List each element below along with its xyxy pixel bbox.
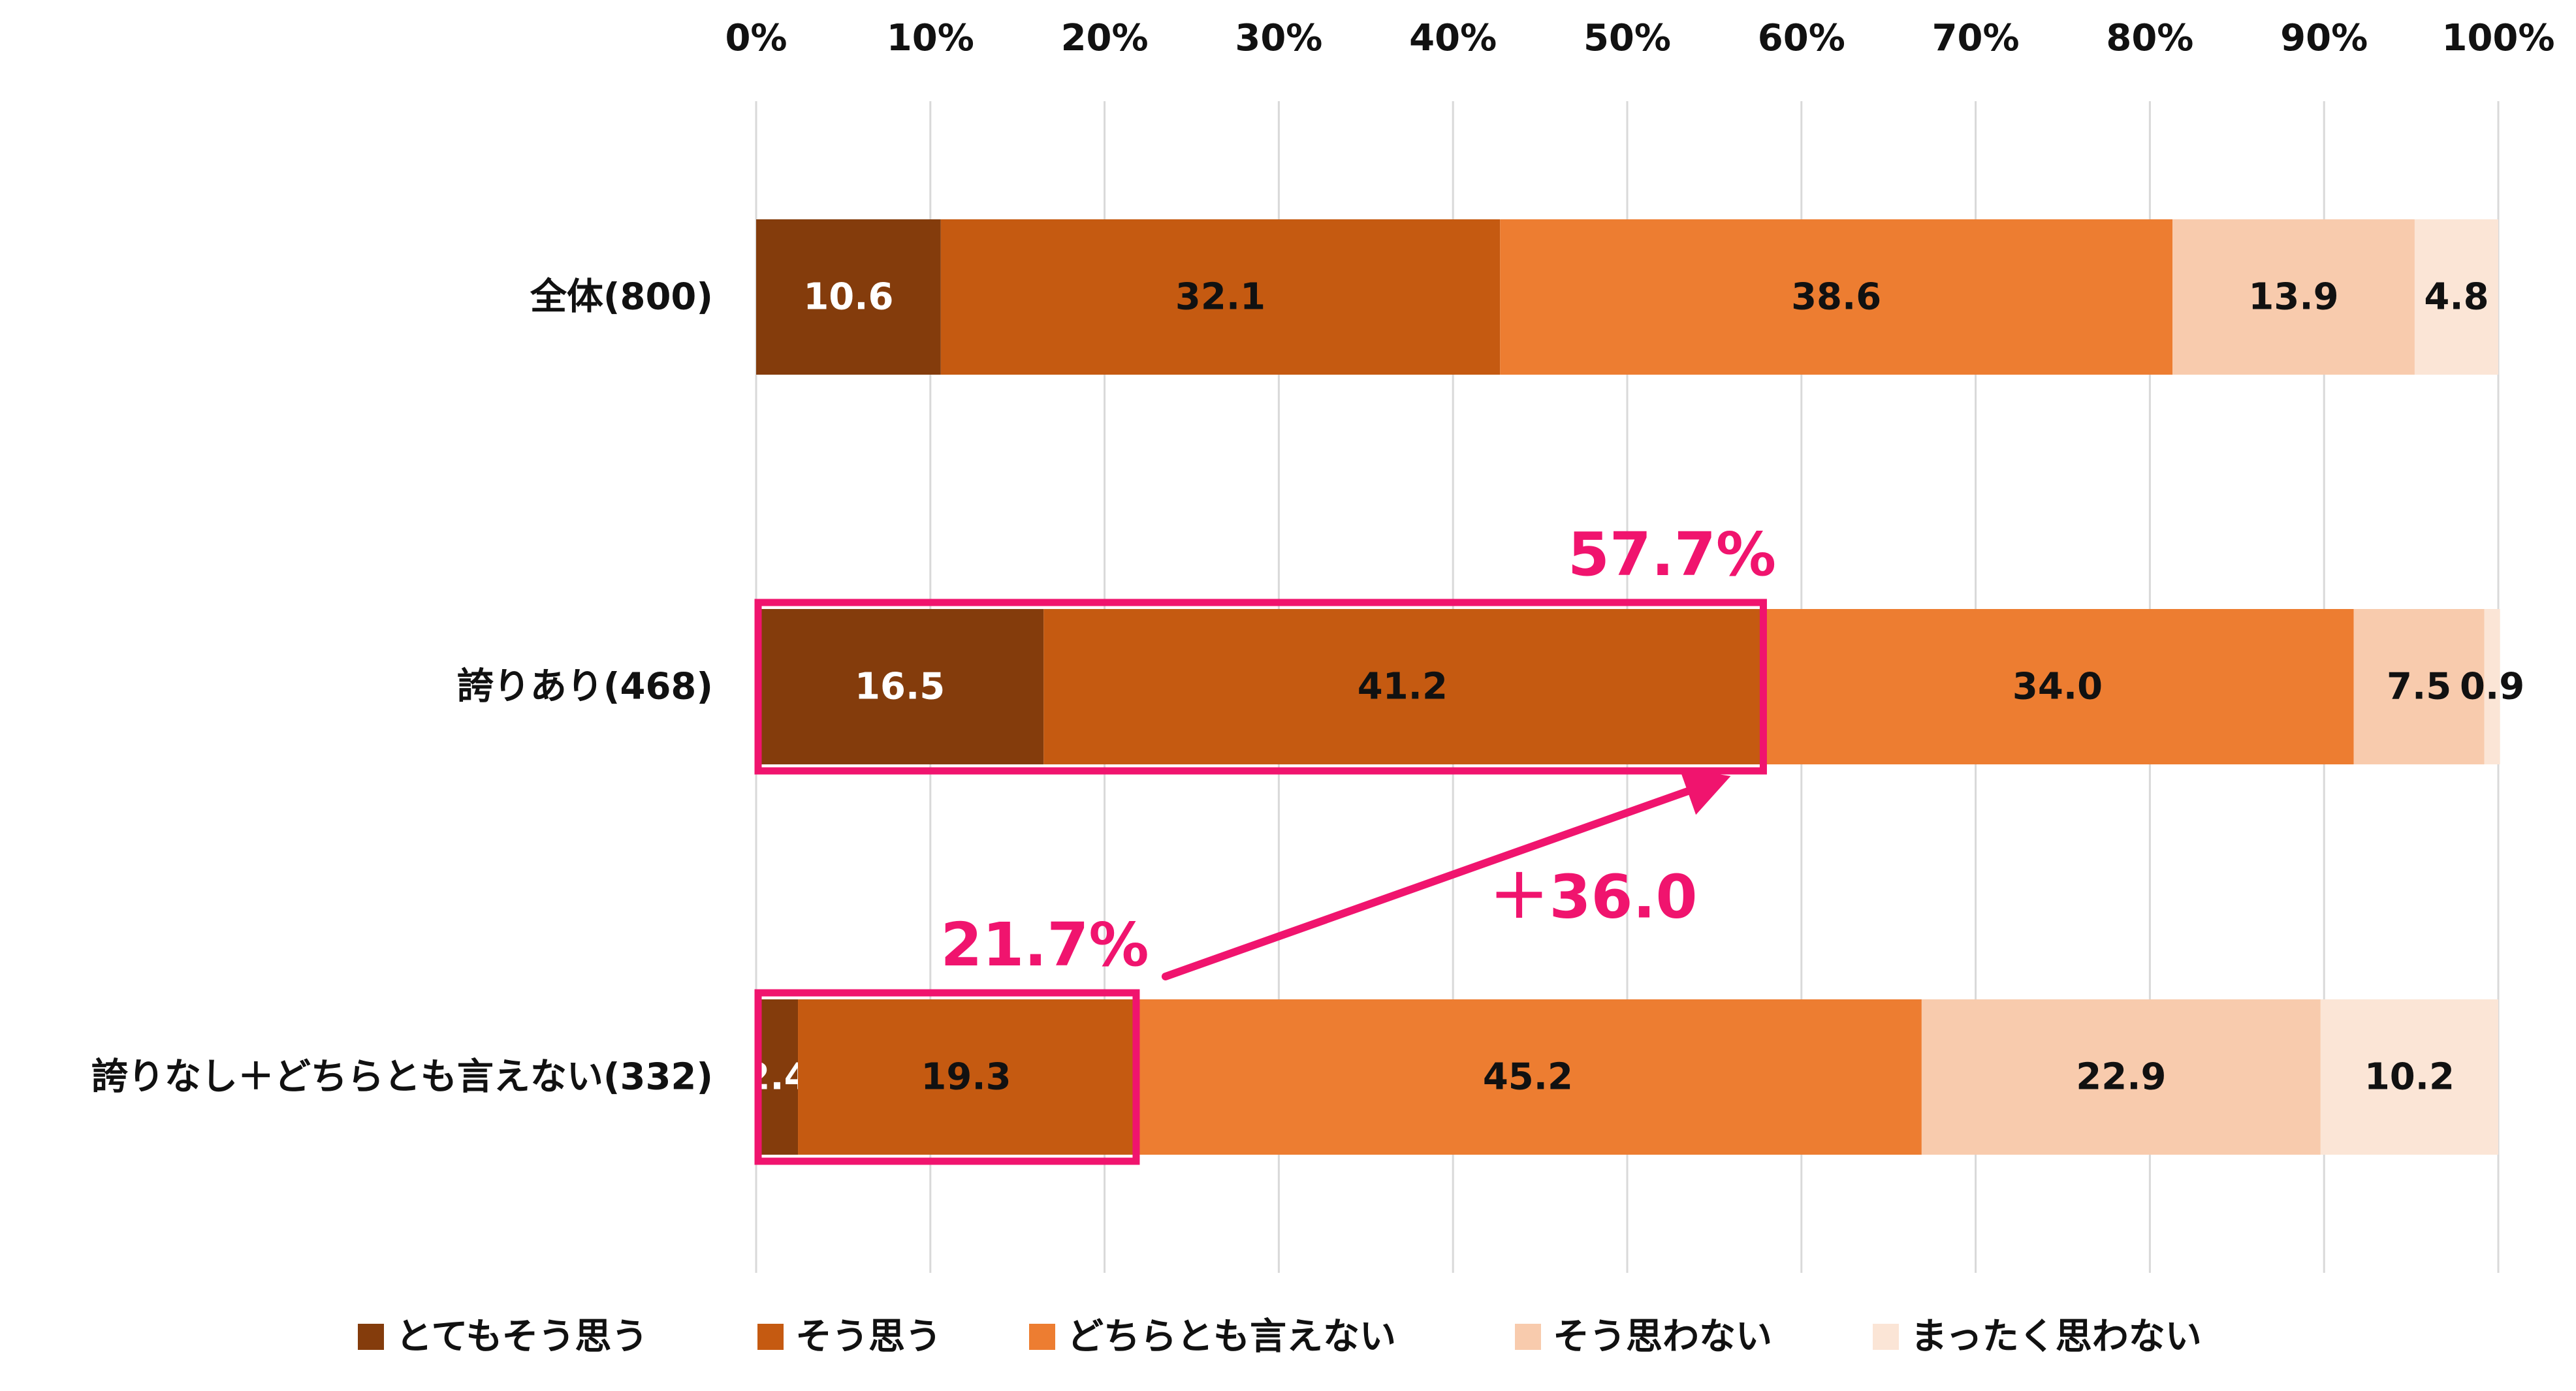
data-label: 38.6 — [1791, 276, 1881, 319]
legend-swatch — [1029, 1324, 1055, 1350]
bars: 10.6 32.1 38.6 13.9 4.816.5 41.2 34.0 7.5 0.92.4… — [744, 219, 2524, 1155]
legend-label: まったく思わない — [1911, 1316, 2202, 1358]
highlight-label: 57.7% — [1568, 520, 1776, 589]
x-tick-label: 80% — [2106, 17, 2193, 59]
data-label: 10.2 — [2364, 1056, 2455, 1099]
data-label: 10.6 — [803, 276, 893, 319]
data-label: 19.3 — [921, 1056, 1011, 1099]
arrow-head — [1679, 768, 1731, 815]
bar-segment — [1134, 999, 1922, 1155]
data-label: 32.1 — [1175, 276, 1265, 319]
legend-swatch — [1515, 1324, 1541, 1350]
legend-item: そう思う — [757, 1316, 942, 1358]
x-tick-label: 90% — [2280, 17, 2368, 59]
category-label: 誇りあり(468) — [457, 666, 713, 708]
bar-segment — [1043, 609, 1762, 764]
bar-segment — [1921, 999, 2321, 1155]
legend-item: とてもそう思う — [358, 1316, 648, 1358]
bar-segment — [2414, 219, 2498, 375]
data-label: 7.5 — [2387, 666, 2451, 708]
x-tick-label: 0% — [725, 17, 787, 59]
highlight-label: 21.7% — [940, 910, 1149, 980]
data-label: 34.0 — [2012, 666, 2103, 708]
data-label: 13.9 — [2248, 276, 2338, 319]
bar-segment — [756, 999, 799, 1155]
legend-item: どちらとも言えない — [1029, 1316, 1396, 1358]
data-label: 22.9 — [2076, 1056, 2166, 1099]
bar-segment — [756, 609, 1044, 764]
x-tick-label: 30% — [1235, 17, 1322, 59]
x-tick-label: 70% — [1932, 17, 2020, 59]
data-label: 0.9 — [2460, 666, 2524, 708]
bar-segment — [1761, 609, 2354, 764]
data-label: 41.2 — [1358, 666, 1448, 708]
bar-segment — [756, 219, 941, 375]
legend-label: そう思う — [795, 1316, 942, 1358]
bar-segment — [2172, 219, 2415, 375]
x-tick-label: 10% — [887, 17, 974, 59]
x-axis-ticks: 0% 10% 20% 30% 40% 50% 60% 70% 80% 90% 100% — [725, 17, 2554, 59]
legend-item: そう思わない — [1515, 1316, 1772, 1358]
arrow-line — [1161, 781, 1709, 980]
bar-group: 16.5 41.2 34.0 7.5 0.9 — [756, 609, 2524, 764]
x-tick-label: 40% — [1409, 17, 1497, 59]
bar-segment — [2484, 609, 2500, 764]
legend-swatch — [1873, 1324, 1899, 1350]
category-label: 全体(800) — [530, 276, 713, 319]
bar-segment — [2353, 609, 2485, 764]
highlight-box — [754, 989, 1140, 1165]
x-tick-label: 60% — [1758, 17, 1845, 59]
bar-segment — [798, 999, 1134, 1155]
bar-group: 10.6 32.1 38.6 13.9 4.8 — [756, 219, 2498, 375]
data-label: 45.2 — [1483, 1056, 1573, 1099]
legend-swatch — [358, 1324, 384, 1350]
legend: とてもそう思う そう思う どちらとも言えない そう思わない まったく思わない — [358, 1316, 2202, 1358]
data-label: 16.5 — [855, 666, 945, 708]
x-tick-label: 50% — [1583, 17, 1671, 59]
data-label: 4.8 — [2424, 276, 2489, 319]
bar-segment — [940, 219, 1501, 375]
x-tick-label: 20% — [1061, 17, 1149, 59]
difference-label: ＋36.0 — [1489, 862, 1698, 931]
legend-label: とてもそう思う — [396, 1316, 648, 1358]
legend-label: そう思わない — [1553, 1316, 1772, 1358]
legend-item: まったく思わない — [1873, 1316, 2202, 1358]
legend-label: どちらとも言えない — [1067, 1316, 1396, 1358]
highlight-box — [754, 599, 1767, 775]
bar-segment — [1500, 219, 2173, 375]
bar-segment — [2320, 999, 2498, 1155]
legend-swatch — [757, 1324, 784, 1350]
category-label: 誇りなし＋どちらとも言えない(332) — [91, 1056, 713, 1099]
x-tick-label: 100% — [2441, 17, 2554, 59]
annotations: 57.7% 21.7% ＋36.0 — [754, 520, 1776, 1165]
category-labels: 全体(800) 誇りあり(468) 誇りなし＋どちらとも言えない(332) — [91, 276, 713, 1099]
bar-group: 2.4 19.3 45.2 22.9 10.2 — [744, 999, 2498, 1155]
